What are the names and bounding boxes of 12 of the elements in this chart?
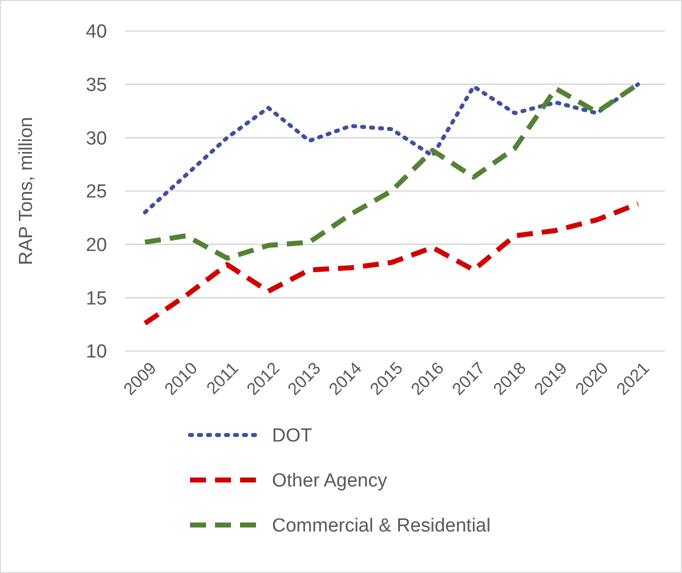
legend-label: DOT [272,426,312,447]
y-tick-label: 20 [86,234,107,256]
line-series [143,82,640,214]
y-tick-label: 30 [86,128,107,150]
y-tick-label: 15 [86,288,107,310]
legend-label: Commercial & Residential [272,516,491,537]
y-tick-label: 25 [86,182,107,203]
y-tick-label: 35 [86,74,107,96]
y-tick-label: 10 [86,342,107,363]
legend-label: Other Agency [272,470,388,492]
y-tick-label: 40 [86,22,107,43]
y-axis-title: RAP Tons, million [16,116,37,266]
